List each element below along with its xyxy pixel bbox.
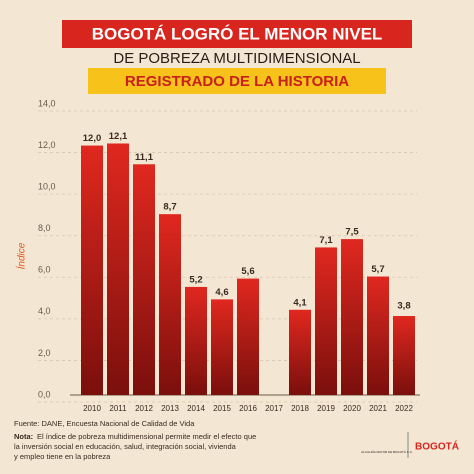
bar (107, 143, 129, 395)
y-tick-label: 6,0 (38, 265, 51, 275)
note-line: la inversión social en educación, salud,… (14, 442, 237, 451)
value-label: 5,6 (241, 266, 254, 277)
value-label: 8,7 (163, 202, 176, 213)
title-box (62, 20, 412, 48)
x-tick-label: 2021 (369, 404, 387, 413)
x-tick-label: 2018 (291, 404, 309, 413)
y-tick-label: 0,0 (38, 389, 51, 399)
value-label: 4,6 (215, 287, 228, 298)
source: Fuente: DANE, Encuesta Nacional de Calid… (14, 419, 195, 428)
bar (289, 309, 311, 395)
y-tick-label: 14,0 (38, 98, 56, 108)
bar (393, 316, 415, 395)
logo: BOGOTÁ (415, 440, 459, 453)
bar (185, 286, 207, 395)
bar (159, 214, 181, 395)
y-tick-label: 12,0 (38, 140, 56, 150)
x-tick-label: 2019 (317, 404, 335, 413)
x-tick-label: 2013 (161, 404, 179, 413)
value-label: 12,0 (83, 133, 102, 144)
y-tick-label: 4,0 (38, 306, 51, 316)
y-tick-label: 10,0 (38, 182, 56, 192)
value-label: 11,1 (135, 152, 154, 163)
value-label: 5,2 (189, 274, 202, 285)
value-label: 3,8 (397, 301, 410, 312)
chart-subtitle: DE POBREZA MULTIDIMENSIONAL (113, 50, 360, 67)
y-tick-label: 2,0 (38, 348, 51, 358)
bar (341, 239, 363, 395)
x-tick-label: 2014 (187, 404, 205, 413)
bar (81, 145, 103, 395)
x-tick-label: 2016 (239, 404, 257, 413)
bar (211, 299, 233, 395)
chart-title: BOGOTÁ LOGRÓ EL MENOR NIVEL (92, 24, 383, 43)
x-tick-label: 2017 (265, 404, 283, 413)
bar (367, 276, 389, 395)
y-axis-label: Índice (15, 242, 28, 269)
x-tick-label: 2020 (343, 404, 361, 413)
bar (133, 164, 155, 395)
value-label: 5,7 (371, 264, 384, 275)
value-label: 12,1 (109, 131, 128, 142)
note-line: El índice de pobreza multidimensional pe… (37, 432, 256, 441)
x-tick-label: 2022 (395, 404, 413, 413)
bar (315, 247, 337, 395)
chart-subtitle-2: REGISTRADO DE LA HISTORIA (125, 73, 349, 90)
logo-small: ALCALDÍA MAYOR DE BOGOTÁ D.C. (361, 450, 413, 454)
x-tick-label: 2012 (135, 404, 153, 413)
x-tick-label: 2015 (213, 404, 231, 413)
subtitle-box (88, 68, 386, 94)
note-label: Nota: (14, 432, 33, 441)
value-label: 4,1 (293, 297, 307, 308)
value-label: 7,5 (345, 227, 359, 238)
note-line: y empleo tiene en la pobreza (14, 452, 111, 461)
x-tick-label: 2011 (109, 404, 127, 413)
value-label: 7,1 (319, 235, 333, 246)
x-tick-label: 2010 (83, 404, 101, 413)
y-tick-label: 8,0 (38, 223, 51, 233)
bar (237, 278, 259, 395)
